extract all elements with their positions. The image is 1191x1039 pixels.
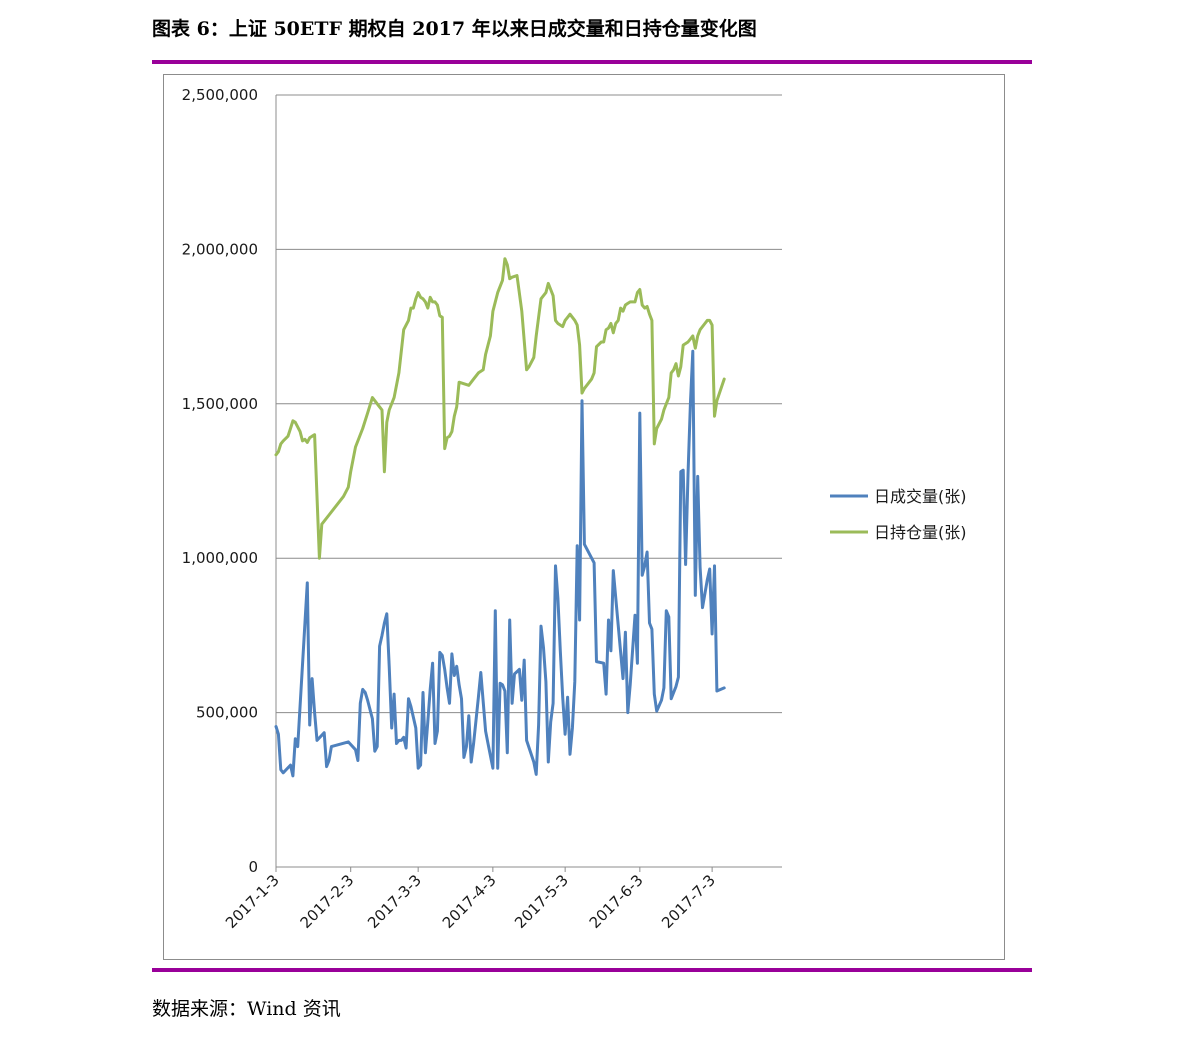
top-divider (152, 60, 1032, 64)
series-line-open-interest (274, 257, 726, 560)
series-line-volume (274, 349, 726, 778)
y-tick-label: 500,000 (196, 704, 258, 722)
axes (275, 95, 782, 868)
x-tick-label: 2017-6-3 (586, 871, 647, 932)
y-tick-label: 1,000,000 (182, 549, 258, 567)
y-tick-label: 2,500,000 (182, 86, 258, 104)
x-tick-label: 2017-3-3 (364, 871, 425, 932)
y-tick-label: 0 (248, 858, 258, 876)
legend: 日成交量(张) 日持仓量(张) (830, 487, 967, 542)
series-lines (274, 257, 726, 778)
x-axis-ticks: 2017-1-3 2017-2-3 2017-3-3 2017-4-3 2017-5-3… (222, 867, 719, 932)
x-tick-label: 2017-2-3 (297, 871, 358, 932)
gridlines (276, 94, 782, 714)
y-tick-label: 1,500,000 (182, 395, 258, 413)
y-axis-ticks: 0 500,000 1,000,000 1,500,000 2,000,000 2,500… (182, 86, 258, 876)
page-title: 图表 6：上证 50ETF 期权自 2017 年以来日成交量和日持仓量变化图 (152, 18, 757, 40)
source-note: 数据来源：Wind 资讯 (152, 998, 341, 1020)
x-tick-label: 2017-4-3 (439, 871, 500, 932)
y-tick-label: 2,000,000 (182, 240, 258, 258)
x-tick-label: 2017-1-3 (222, 871, 283, 932)
legend-label: 日持仓量(张) (874, 523, 967, 542)
legend-label: 日成交量(张) (874, 487, 967, 506)
x-tick-label: 2017-7-3 (658, 871, 719, 932)
x-tick-label: 2017-5-3 (511, 871, 572, 932)
bottom-divider (152, 968, 1032, 972)
